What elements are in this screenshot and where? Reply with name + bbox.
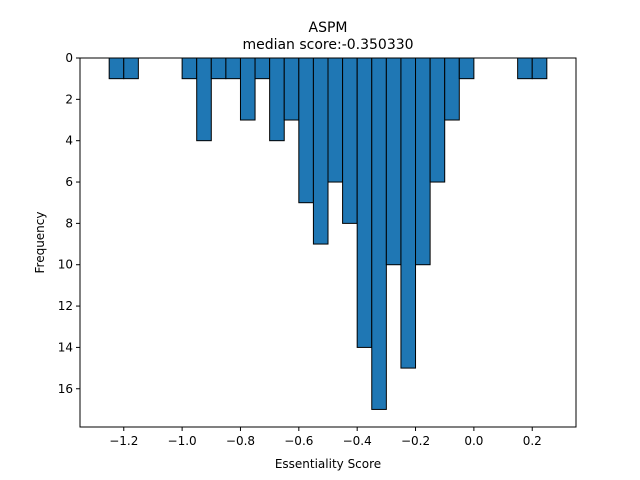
- histogram-bar: [283, 57, 300, 121]
- histogram-bar: [342, 57, 358, 224]
- plot-frame: [79, 57, 577, 428]
- y-tick-label: 12: [58, 299, 73, 313]
- histogram-bar: [181, 57, 198, 80]
- histogram-bar: [371, 57, 387, 410]
- histogram-bar: [312, 57, 329, 245]
- chart-title: ASPM: [309, 20, 348, 36]
- histogram-bar: [239, 57, 256, 121]
- x-tick-label: −0.4: [343, 434, 372, 448]
- histogram-bar: [444, 57, 460, 121]
- histogram-bar: [458, 57, 475, 80]
- x-tick-label: −1.0: [168, 434, 197, 448]
- y-axis-label: Frequency: [33, 212, 47, 274]
- y-tick-label: 0: [65, 51, 73, 65]
- histogram-bar: [225, 57, 241, 80]
- histogram-bar: [254, 57, 271, 80]
- x-tick-label: 0.2: [523, 434, 542, 448]
- y-tick-label: 14: [58, 340, 73, 354]
- y-tick-label: 16: [58, 382, 73, 396]
- x-tick-label: −1.2: [109, 434, 138, 448]
- histogram-bar: [385, 57, 402, 266]
- x-axis-label: Essentiality Score: [275, 457, 381, 471]
- x-tick-label: −0.6: [284, 434, 313, 448]
- x-tick-label: 0.0: [464, 434, 483, 448]
- y-tick-label: 4: [65, 134, 73, 148]
- chart-subtitle: median score:-0.350330: [242, 37, 413, 53]
- histogram-bar: [108, 57, 125, 80]
- histogram-bar: [269, 57, 285, 142]
- histogram-bar: [356, 57, 373, 348]
- y-tick-label: 6: [65, 175, 73, 189]
- histogram-bar: [210, 57, 227, 80]
- histogram-bar: [327, 57, 344, 183]
- x-tick-label: −0.8: [226, 434, 255, 448]
- histogram-bar: [415, 57, 431, 266]
- histogram-bar: [400, 57, 417, 369]
- y-axis-ticks: 0 2 4 6 8 10 12 14 16: [58, 51, 80, 396]
- histogram-bar: [196, 57, 212, 142]
- x-axis-ticks: −1.2 −1.0 −0.8 −0.6 −0.4 −0.2 0.0 0.2: [109, 427, 542, 448]
- histogram-bar: [298, 57, 314, 204]
- y-tick-label: 10: [58, 258, 73, 272]
- y-tick-label: 2: [65, 92, 73, 106]
- x-tick-label: −0.2: [401, 434, 430, 448]
- histogram-bar: [429, 57, 446, 183]
- histogram-bar: [517, 57, 533, 80]
- bars-group: [108, 57, 548, 410]
- histogram-bar: [531, 57, 548, 80]
- histogram-bar: [123, 57, 139, 80]
- y-tick-label: 8: [65, 216, 73, 230]
